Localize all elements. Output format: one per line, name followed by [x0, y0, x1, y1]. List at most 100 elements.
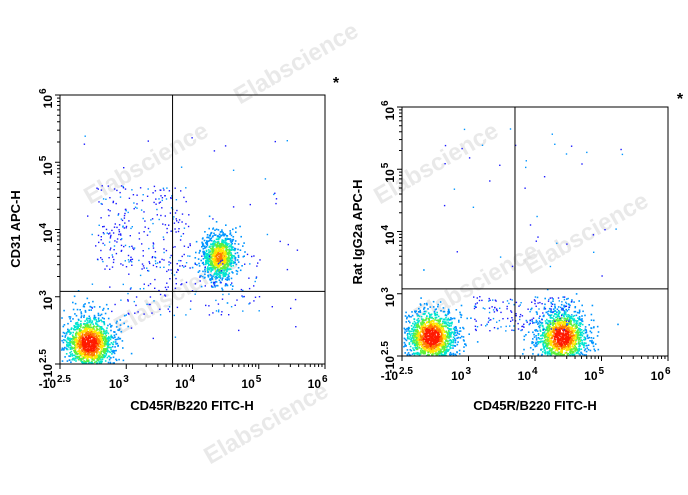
- data-point: [116, 321, 118, 323]
- data-point: [128, 255, 129, 256]
- data-point: [233, 170, 234, 171]
- data-point: [214, 268, 216, 270]
- data-point: [569, 326, 571, 328]
- data-point: [437, 334, 439, 336]
- data-point: [225, 145, 226, 146]
- data-point: [420, 336, 422, 338]
- data-point: [99, 329, 101, 331]
- data-point: [90, 362, 92, 364]
- data-point: [134, 313, 135, 314]
- data-point: [93, 344, 95, 346]
- data-point: [422, 350, 424, 352]
- data-point: [154, 288, 155, 289]
- data-point: [128, 313, 129, 314]
- data-point: [455, 345, 457, 347]
- data-point: [567, 314, 569, 316]
- data-point: [588, 344, 590, 346]
- data-point: [429, 340, 431, 342]
- data-point: [79, 340, 81, 342]
- data-point: [236, 270, 238, 272]
- data-point: [75, 348, 77, 350]
- data-point: [242, 296, 243, 297]
- data-point: [243, 255, 245, 257]
- data-point: [221, 272, 223, 274]
- data-point: [149, 263, 150, 264]
- data-point: [224, 264, 226, 266]
- data-point: [110, 326, 112, 328]
- data-point: [428, 312, 430, 314]
- data-point: [231, 271, 233, 273]
- data-point: [550, 317, 552, 319]
- data-point: [86, 329, 88, 331]
- x-axis-title: CD45R/B220 FITC-H: [130, 398, 254, 413]
- data-point: [225, 272, 227, 274]
- data-point: [437, 325, 439, 327]
- data-point: [418, 342, 420, 344]
- data-point: [74, 296, 76, 298]
- data-point: [112, 254, 113, 255]
- data-point: [116, 190, 117, 191]
- data-point: [98, 188, 99, 189]
- data-point: [92, 284, 93, 285]
- data-point: [427, 346, 429, 348]
- data-point: [574, 330, 576, 332]
- data-point: [436, 308, 438, 310]
- data-point: [106, 330, 108, 332]
- x-tick-exponent: 6: [322, 374, 328, 385]
- data-point: [554, 304, 556, 306]
- data-point: [169, 306, 170, 307]
- data-point: [216, 229, 218, 231]
- data-point: [404, 338, 406, 340]
- data-point: [238, 330, 239, 331]
- data-point: [253, 300, 254, 301]
- data-point: [199, 250, 201, 252]
- data-point: [132, 226, 133, 227]
- data-point: [445, 314, 447, 316]
- data-point: [544, 298, 546, 300]
- data-point: [569, 348, 571, 350]
- data-point: [89, 350, 91, 352]
- data-point: [91, 344, 93, 346]
- data-point: [103, 348, 105, 350]
- data-point: [75, 303, 77, 305]
- data-point: [222, 269, 224, 271]
- data-point: [126, 210, 127, 211]
- data-point: [575, 339, 577, 341]
- data-point: [162, 200, 163, 201]
- data-point: [75, 356, 77, 358]
- data-point: [552, 300, 554, 302]
- data-point: [443, 348, 445, 350]
- data-point: [210, 239, 212, 241]
- data-point: [415, 330, 417, 332]
- data-point: [224, 251, 226, 253]
- data-point: [231, 246, 233, 248]
- data-point: [219, 262, 220, 263]
- data-point: [209, 246, 211, 248]
- data-point: [144, 267, 145, 268]
- data-point: [431, 317, 433, 319]
- data-point: [137, 311, 138, 312]
- data-point: [63, 339, 65, 341]
- data-point: [165, 224, 166, 225]
- data-point: [83, 315, 85, 317]
- data-point: [416, 335, 418, 337]
- data-point: [185, 223, 186, 224]
- data-point: [71, 338, 73, 340]
- data-point: [433, 351, 435, 353]
- data-point: [578, 346, 580, 348]
- data-point: [92, 337, 94, 339]
- data-point: [170, 197, 171, 198]
- data-point: [420, 351, 422, 353]
- data-point: [583, 339, 585, 341]
- data-point: [163, 252, 164, 253]
- data-point: [582, 324, 584, 326]
- data-point: [214, 273, 216, 275]
- data-point: [544, 307, 546, 309]
- data-point: [204, 277, 205, 278]
- data-point: [77, 322, 79, 324]
- data-point: [404, 328, 406, 330]
- data-point: [575, 346, 577, 348]
- data-point: [442, 323, 444, 325]
- data-point: [415, 323, 417, 325]
- data-point: [90, 324, 92, 326]
